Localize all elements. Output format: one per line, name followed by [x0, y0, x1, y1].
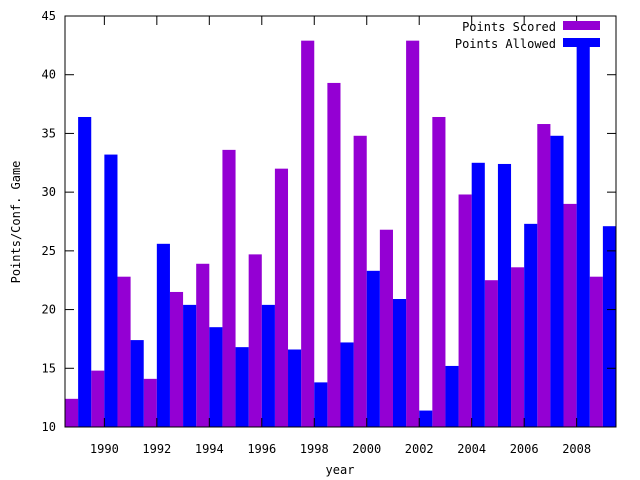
bars-layer: [65, 40, 616, 428]
plot-frame: [64, 15, 617, 428]
y-axis: 10 15 20 25 30 35 40 45: [42, 9, 616, 434]
bar-points-scored-1993: [169, 291, 184, 427]
bar-points-allowed-1994: [209, 327, 223, 427]
bar-points-scored-1997: [274, 168, 289, 427]
y-tick-label: 10: [42, 420, 56, 434]
bar-points-allowed-1990: [104, 154, 118, 427]
x-axis-label: year: [326, 463, 355, 477]
y-tick-label: 40: [42, 68, 56, 82]
bar-points-scored-1998: [301, 40, 315, 427]
bar-points-scored-2001: [379, 229, 393, 427]
bar-points-scored-1996: [248, 254, 262, 427]
bar-points-scored-2004: [458, 194, 472, 427]
bar-points-allowed-2008: [576, 44, 590, 428]
bar-points-allowed-1999: [340, 342, 354, 427]
bar-points-scored-2003: [432, 116, 446, 428]
bar-points-allowed-2002: [419, 410, 433, 427]
bar-points-scored-2007: [537, 124, 551, 427]
bar-points-allowed-1998: [314, 382, 328, 427]
bar-points-scored-1994: [196, 263, 210, 427]
legend-swatch-points-scored: [563, 21, 600, 30]
y-tick-label: 45: [42, 9, 56, 23]
x-tick-label: 1994: [195, 442, 224, 456]
x-tick-label: 2002: [405, 442, 434, 456]
y-tick-label: 15: [42, 361, 56, 375]
bar-points-scored-1999: [327, 82, 341, 428]
bar-points-allowed-1996: [261, 304, 275, 427]
x-axis: 1990 1992 1994 1996 1998 2000 2002 2004 2006 2008: [90, 16, 591, 456]
bar-points-scored-2008: [563, 203, 577, 427]
bar-points-scored-1995: [222, 149, 236, 427]
bar-points-scored-1989: [65, 398, 79, 427]
bar-points-allowed-1995: [235, 347, 249, 427]
bar-points-allowed-2006: [524, 223, 538, 427]
bar-points-scored-1990: [91, 370, 105, 427]
legend-label-points-scored: Points Scored: [462, 20, 556, 34]
y-tick-label: 35: [42, 126, 56, 140]
bar-points-allowed-2000: [366, 270, 380, 427]
x-tick-label: 1992: [142, 442, 171, 456]
y-tick-label: 20: [42, 303, 56, 317]
y-tick-label: 30: [42, 185, 56, 199]
legend-swatch-points-allowed: [563, 38, 600, 47]
x-tick-label: 2006: [510, 442, 539, 456]
bar-points-allowed-1989: [78, 116, 92, 428]
y-tick-label: 25: [42, 244, 56, 258]
x-tick-label: 1998: [300, 442, 329, 456]
bar-points-scored-1991: [117, 276, 131, 427]
legend: Points Scored Points Allowed: [455, 20, 600, 51]
bar-points-allowed-2003: [445, 365, 459, 427]
bar-points-allowed-1997: [288, 349, 302, 427]
bar-points-scored-2002: [406, 40, 420, 427]
bar-points-scored-2006: [511, 267, 525, 427]
bar-points-scored-2009: [589, 276, 603, 427]
bar-points-allowed-2004: [471, 162, 485, 428]
x-tick-label: 1996: [247, 442, 276, 456]
bar-points-allowed-2007: [550, 135, 564, 427]
bar-points-allowed-1993: [183, 304, 197, 427]
y-axis-label: Points/Conf. Game: [9, 161, 23, 284]
x-tick-label: 1990: [90, 442, 119, 456]
legend-label-points-allowed: Points Allowed: [455, 37, 556, 51]
bar-points-allowed-2009: [602, 226, 616, 427]
bar-points-scored-1992: [143, 378, 157, 427]
bar-points-scored-2000: [353, 135, 367, 427]
bar-points-allowed-1991: [130, 340, 144, 427]
bar-points-allowed-1992: [156, 243, 170, 427]
bar-points-allowed-2005: [497, 163, 512, 427]
x-tick-label: 2000: [352, 442, 381, 456]
x-tick-label: 2004: [457, 442, 486, 456]
bar-points-scored-2005: [484, 280, 498, 427]
bar-points-allowed-2001: [392, 299, 407, 427]
x-tick-label: 2008: [562, 442, 591, 456]
